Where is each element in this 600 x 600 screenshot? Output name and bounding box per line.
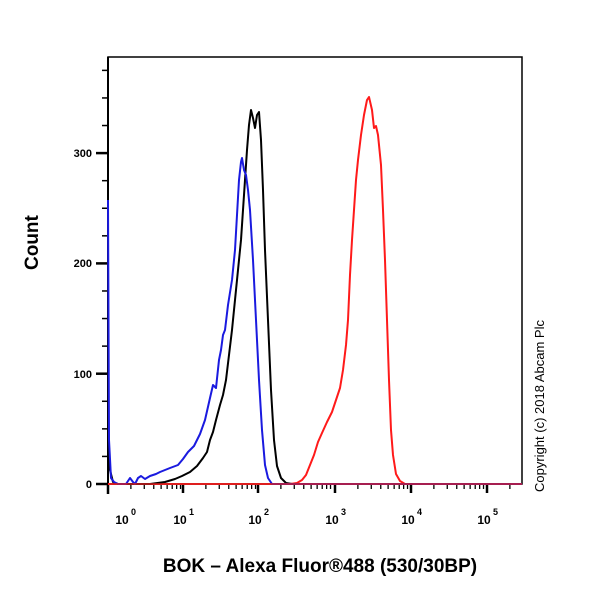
x-tick-label: 103 xyxy=(325,507,346,527)
y-tick-label: 300 xyxy=(74,148,92,160)
y-axis: 300 200 100 0 xyxy=(74,57,109,491)
svg-text:0: 0 xyxy=(131,507,136,517)
series-line-red xyxy=(108,96,522,485)
y-tick-label: 200 xyxy=(74,258,92,270)
svg-text:3: 3 xyxy=(341,507,346,517)
svg-text:10: 10 xyxy=(401,513,415,527)
y-axis-label: Count xyxy=(22,215,43,270)
svg-text:4: 4 xyxy=(417,507,422,517)
x-tick-label: 102 xyxy=(248,507,269,527)
svg-text:10: 10 xyxy=(477,513,491,527)
plot-frame xyxy=(107,56,523,485)
x-tick-label: 101 xyxy=(173,507,194,527)
y-tick-label: 0 xyxy=(86,479,92,491)
copyright-notice: Copyright (c) 2018 Abcam Plc xyxy=(532,320,547,492)
svg-text:5: 5 xyxy=(493,507,498,517)
x-tick-label: 105 xyxy=(477,507,498,527)
series-group xyxy=(107,96,522,485)
series-line-black xyxy=(107,109,522,485)
svg-text:10: 10 xyxy=(325,513,339,527)
x-tick-label: 100 xyxy=(115,507,136,527)
svg-text:10: 10 xyxy=(115,513,129,527)
x-axis-label: BOK – Alexa Fluor®488 (530/30BP) xyxy=(162,556,478,577)
svg-text:1: 1 xyxy=(189,507,194,517)
series-line-blue xyxy=(107,157,522,485)
y-tick-label: 100 xyxy=(74,369,92,381)
x-tick-label: 104 xyxy=(401,507,422,527)
svg-text:10: 10 xyxy=(248,513,262,527)
svg-text:2: 2 xyxy=(264,507,269,517)
svg-text:10: 10 xyxy=(173,513,187,527)
